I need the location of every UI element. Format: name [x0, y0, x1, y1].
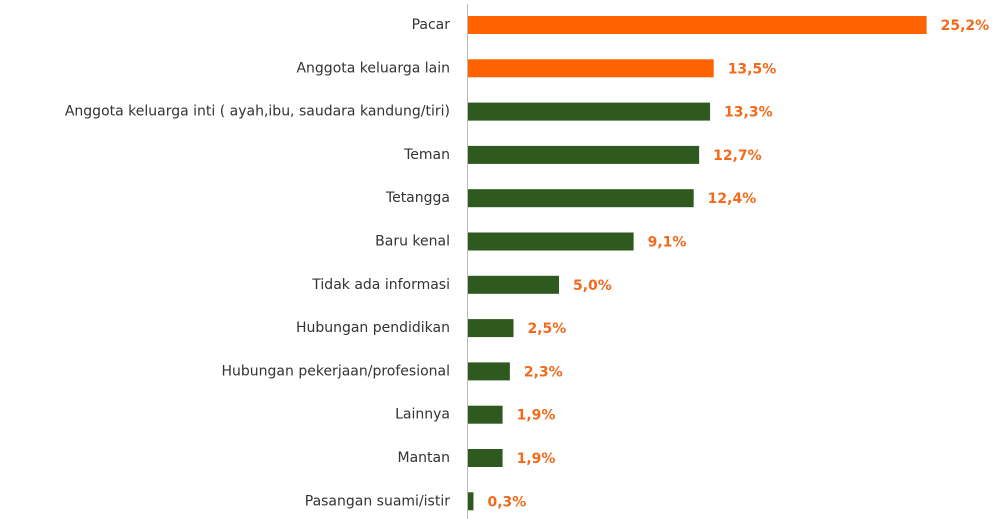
- value-label: 13,5%: [728, 61, 777, 77]
- category-label: Teman: [403, 147, 450, 163]
- category-label: Pasangan suami/istir: [305, 493, 450, 509]
- bar: [468, 362, 510, 381]
- value-label: 0,3%: [487, 494, 526, 510]
- category-label: Tetangga: [385, 190, 450, 206]
- bar: [468, 59, 714, 78]
- category-label: Lainnya: [395, 407, 450, 423]
- bar: [468, 275, 559, 294]
- category-label: Tidak ada informasi: [311, 277, 450, 293]
- category-label: Baru kenal: [375, 234, 450, 250]
- bar: [468, 405, 503, 424]
- bar: [468, 449, 503, 467]
- bar: [468, 189, 694, 208]
- value-label: 13,3%: [724, 105, 773, 121]
- category-label: Mantan: [398, 450, 450, 466]
- value-label: 12,4%: [708, 191, 757, 207]
- bar: [468, 16, 927, 34]
- bar: [468, 102, 711, 121]
- bar: [468, 492, 474, 511]
- bar: [468, 232, 634, 251]
- category-label: Anggota keluarga inti ( ayah,ibu, saudar…: [65, 104, 450, 120]
- category-label: Hubungan pendidikan: [296, 320, 450, 336]
- value-label: 1,9%: [517, 451, 556, 467]
- value-label: 2,5%: [528, 321, 567, 337]
- category-label: Anggota keluarga lain: [296, 60, 450, 76]
- value-label: 2,3%: [524, 364, 563, 380]
- value-label: 9,1%: [648, 235, 687, 251]
- category-label: Hubungan pekerjaan/profesional: [222, 363, 450, 379]
- value-label: 5,0%: [573, 278, 612, 294]
- value-label: 25,2%: [941, 18, 990, 34]
- value-label: 12,7%: [713, 148, 762, 164]
- value-label: 1,9%: [517, 408, 556, 424]
- category-label: Pacar: [412, 17, 451, 33]
- bar: [468, 319, 514, 338]
- bar: [468, 145, 700, 164]
